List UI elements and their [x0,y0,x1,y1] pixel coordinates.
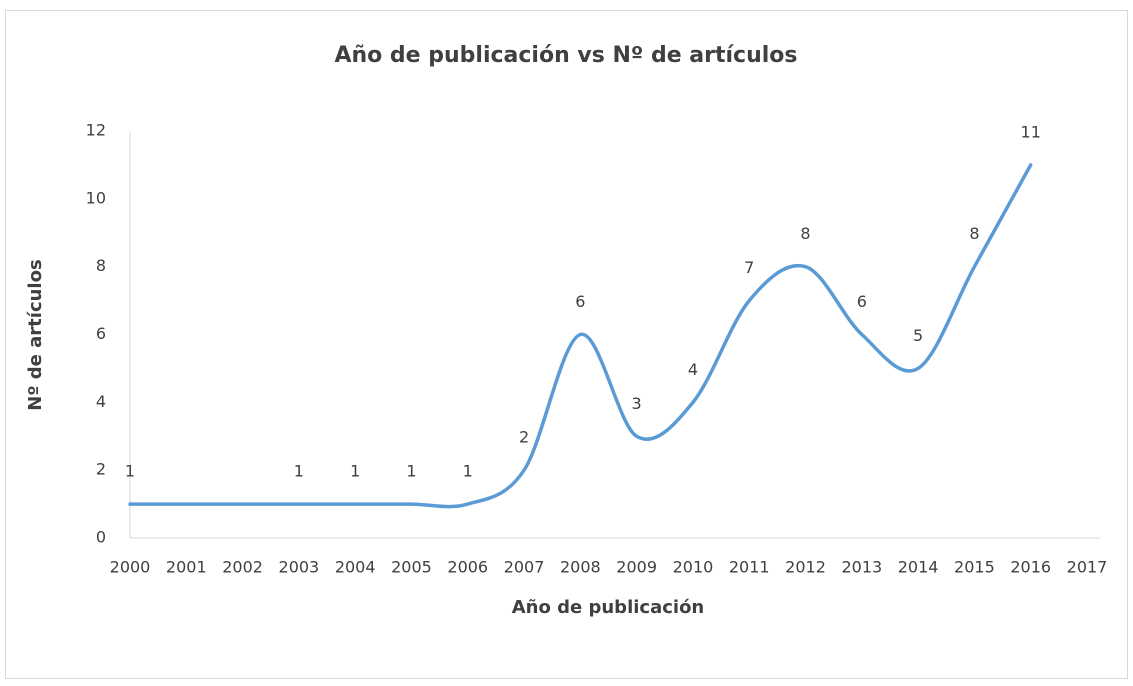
data-label: 1 [125,462,135,481]
data-label: 1 [294,462,304,481]
y-tick-label: 12 [86,121,106,140]
data-label: 11 [1021,122,1041,141]
x-tick-label: 2011 [729,558,770,577]
x-tick-label: 2000 [110,558,151,577]
data-line [128,163,1033,509]
data-label: 2 [519,428,529,447]
x-tick-label: 2016 [1010,558,1051,577]
y-axis-title: Nº de artículos [25,259,46,410]
chart-border [5,10,1128,679]
data-label: 5 [913,326,923,345]
chart-title: Año de publicación vs Nº de artículos [334,43,797,68]
y-tick-label: 6 [96,324,106,343]
x-tick-label: 2004 [335,558,376,577]
x-tick-label: 2014 [898,558,939,577]
data-label: 8 [800,224,810,243]
x-tick-label: 2009 [616,558,657,577]
x-tick-label: 2008 [560,558,601,577]
data-label: 1 [406,462,416,481]
data-label: 3 [632,394,642,413]
x-tick-label: 2015 [954,558,995,577]
x-tick-label: 2010 [673,558,714,577]
data-label: 1 [463,462,473,481]
x-axis-title: Año de publicación [512,597,705,618]
x-tick-label: 2006 [447,558,488,577]
data-label: 7 [744,258,754,277]
data-label: 6 [575,292,585,311]
y-tick-label: 2 [96,460,106,479]
data-label: 8 [969,224,979,243]
x-tick-label: 2003 [279,558,320,577]
data-label: 1 [350,462,360,481]
data-label: 6 [857,292,867,311]
x-tick-label: 2001 [166,558,207,577]
y-tick-label: 4 [96,392,106,411]
y-tick-label: 8 [96,256,106,275]
x-tick-label: 2012 [785,558,826,577]
x-tick-label: 2017 [1067,558,1108,577]
y-tick-label: 0 [96,528,106,547]
x-tick-label: 2002 [222,558,263,577]
x-tick-label: 2005 [391,558,432,577]
y-tick-label: 10 [86,188,106,207]
x-tick-label: 2007 [504,558,545,577]
data-label: 4 [688,360,698,379]
x-tick-label: 2013 [841,558,882,577]
